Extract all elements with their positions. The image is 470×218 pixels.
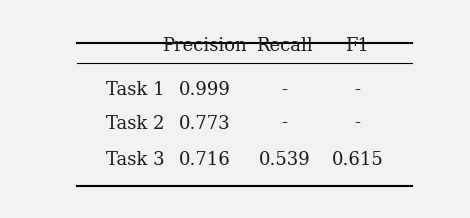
Text: Recall: Recall: [256, 37, 313, 55]
Text: 0.615: 0.615: [331, 152, 384, 169]
Text: -: -: [354, 114, 360, 133]
Text: Precision: Precision: [162, 37, 247, 55]
Text: 0.999: 0.999: [179, 81, 230, 99]
Text: F1: F1: [345, 37, 369, 55]
Text: Task 2: Task 2: [106, 114, 164, 133]
Text: Task 3: Task 3: [106, 152, 164, 169]
Text: -: -: [282, 114, 288, 133]
Text: 0.716: 0.716: [179, 152, 230, 169]
Text: 0.539: 0.539: [258, 152, 311, 169]
Text: Task 1: Task 1: [106, 81, 164, 99]
Text: -: -: [282, 81, 288, 99]
Text: -: -: [354, 81, 360, 99]
Text: 0.773: 0.773: [179, 114, 230, 133]
